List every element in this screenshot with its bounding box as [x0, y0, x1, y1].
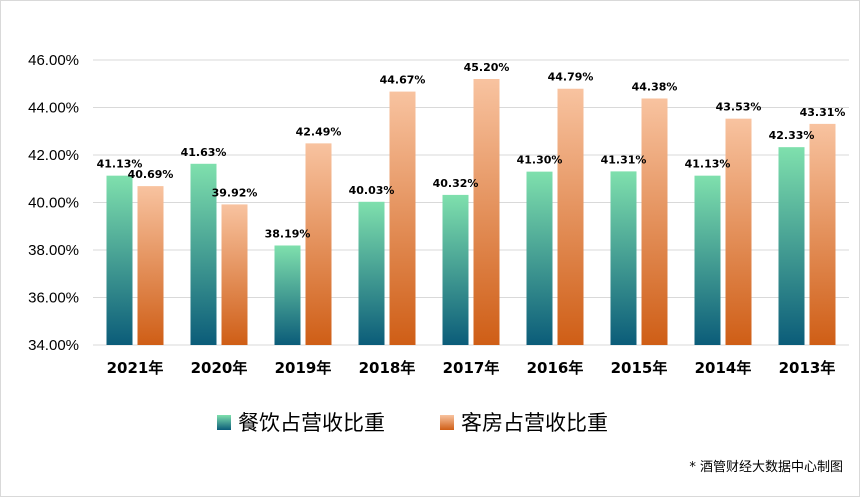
y-tick-label: 38.00% [28, 242, 79, 259]
x-category-label: 2020年 [191, 359, 248, 377]
x-category-label: 2021年 [107, 359, 164, 377]
bar-rooms [305, 143, 332, 345]
bar-dining [106, 175, 133, 345]
data-label: 45.20% [464, 61, 510, 74]
x-category-label: 2014年 [695, 359, 752, 377]
x-category-label: 2019年 [275, 359, 332, 377]
x-category-label: 2015年 [611, 359, 668, 377]
legend-label-rooms: 客房占营收比重 [461, 411, 608, 435]
y-axis-ticks: 34.00% 36.00% 38.00% 40.00% 42.00% 44.00% 46.0… [28, 52, 79, 354]
data-label: 43.31% [800, 106, 846, 119]
bar-rooms [389, 91, 416, 346]
x-category-label: 2013年 [779, 359, 836, 377]
data-label: 41.31% [601, 153, 647, 166]
data-label: 41.13% [685, 158, 731, 171]
bar-dining [778, 147, 805, 345]
bar-dining [274, 245, 301, 345]
bar-rooms [725, 118, 752, 345]
y-tick-label: 36.00% [28, 290, 79, 307]
bar-dining [694, 175, 721, 345]
data-label: 38.19% [265, 227, 311, 240]
legend-swatch-rooms [440, 415, 454, 430]
bar-rooms [473, 79, 500, 345]
data-labels: 41.13%40.69%41.63%39.92%38.19%42.49%40.0… [97, 61, 846, 240]
bars [106, 79, 836, 346]
bar-dining [190, 163, 217, 345]
data-label: 40.03% [349, 184, 395, 197]
data-label: 41.30% [517, 154, 563, 167]
data-label: 40.69% [128, 168, 174, 181]
data-label: 39.92% [212, 186, 258, 199]
y-tick-label: 34.00% [28, 337, 79, 354]
source-footnote: * 酒管财经大数据中心制图 [689, 460, 843, 475]
gridlines [93, 59, 849, 346]
data-label: 43.53% [716, 101, 762, 114]
bar-rooms [557, 88, 584, 346]
data-label: 41.13% [97, 158, 143, 171]
x-category-label: 2018年 [359, 359, 416, 377]
data-label: 42.49% [296, 125, 342, 138]
y-tick-label: 44.00% [28, 100, 79, 117]
bar-dining [526, 171, 553, 345]
data-label: 44.67% [380, 74, 426, 87]
x-category-label: 2017年 [443, 359, 500, 377]
legend-swatch-dining [217, 415, 231, 430]
y-tick-label: 46.00% [28, 52, 79, 69]
data-label: 40.32% [433, 177, 479, 190]
data-label: 41.63% [181, 146, 227, 159]
x-axis-categories: 2021年 2020年 2019年 2018年 2017年 2016年 2015年 2014年… [107, 359, 836, 377]
bar-rooms [641, 98, 668, 345]
y-tick-label: 42.00% [28, 147, 79, 164]
legend: 餐饮占营收比重 客房占营收比重 [217, 411, 608, 435]
y-tick-label: 40.00% [28, 195, 79, 212]
bar-rooms [221, 204, 248, 345]
data-label: 42.33% [769, 129, 815, 142]
bar-dining [358, 201, 385, 345]
bar-dining [610, 171, 637, 345]
bar-rooms [137, 186, 164, 345]
x-category-label: 2016年 [527, 359, 584, 377]
bar-rooms [809, 123, 836, 345]
bar-dining [442, 194, 469, 345]
legend-label-dining: 餐饮占营收比重 [238, 411, 385, 435]
data-label: 44.79% [548, 71, 594, 84]
data-label: 44.38% [632, 80, 678, 93]
